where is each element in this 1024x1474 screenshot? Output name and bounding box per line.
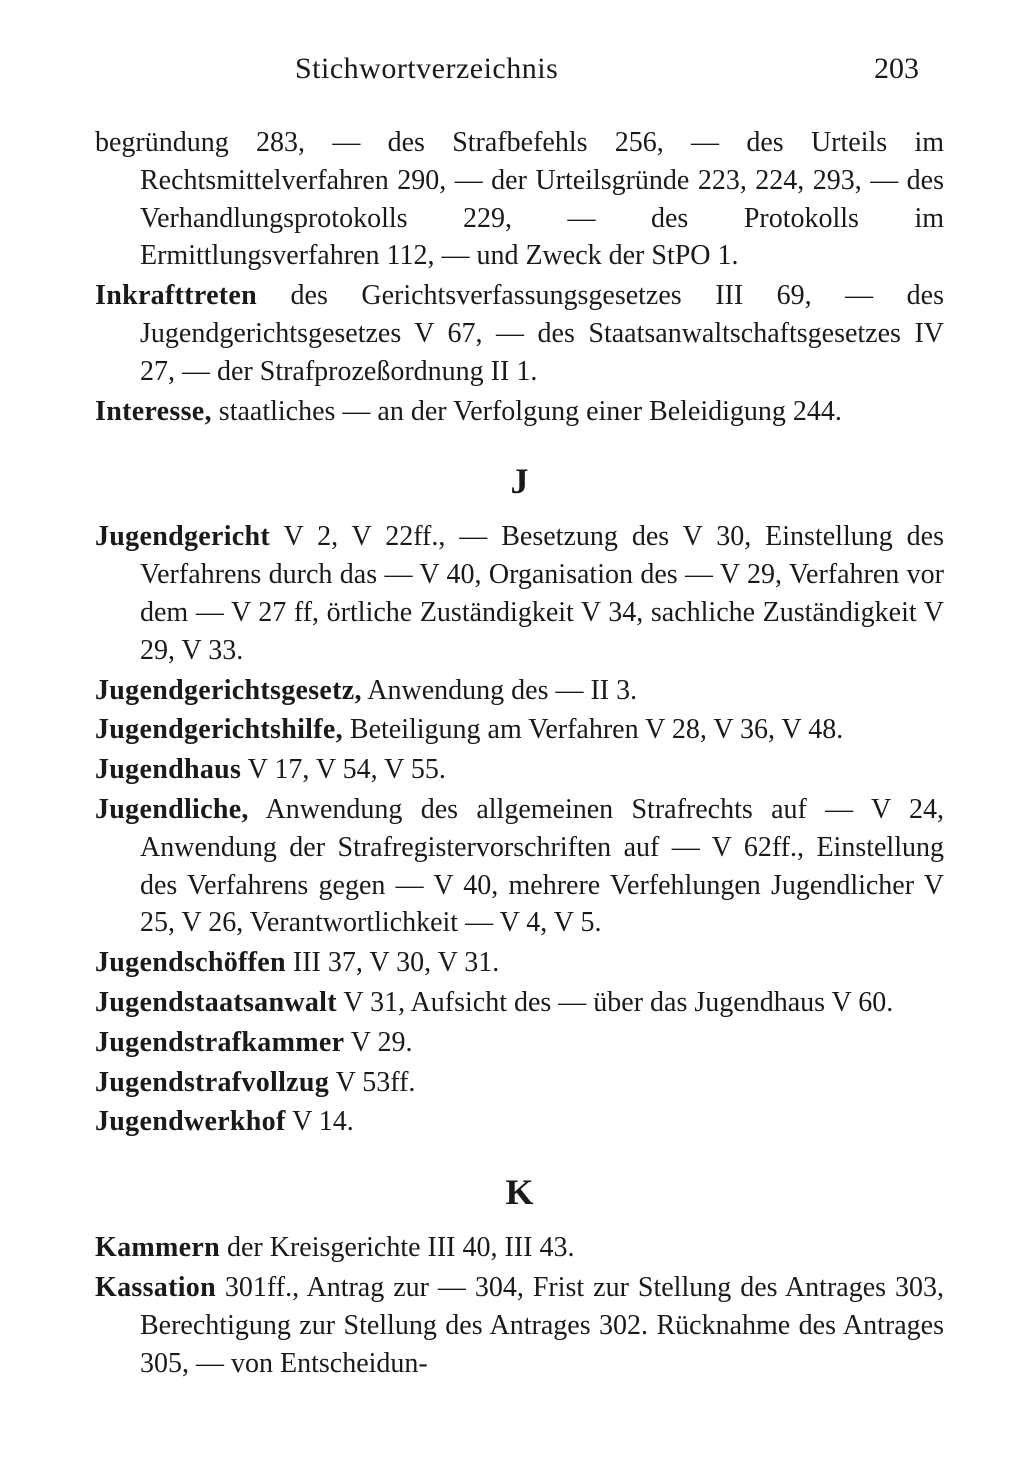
section-letter-j: J bbox=[95, 460, 944, 502]
index-entry: Kassation 301ff., Antrag zur — 304, Fris… bbox=[95, 1269, 944, 1382]
entries-section-i: Inkrafttreten des Gerichtsverfassungsges… bbox=[95, 277, 944, 430]
index-entry: Jugendschöffen III 37, V 30, V 31. bbox=[95, 944, 944, 982]
entries-section-j: Jugendgericht V 2, V 22ff., — Besetzung … bbox=[95, 518, 944, 1141]
entries-section-k: Kammern der Kreisgerichte III 40, III 43… bbox=[95, 1229, 944, 1382]
index-text: V 29. bbox=[344, 1027, 412, 1058]
header-title: Stichwortverzeichnis bbox=[295, 52, 558, 86]
index-text: V 14. bbox=[286, 1106, 354, 1137]
index-entry: Jugendgericht V 2, V 22ff., — Besetzung … bbox=[95, 518, 944, 669]
index-term: Jugendstaatsanwalt bbox=[95, 987, 337, 1018]
index-entry: Jugendstaatsanwalt V 31, Aufsicht des — … bbox=[95, 984, 944, 1022]
index-text: Anwendung des allgemeinen Strafrechts au… bbox=[140, 794, 944, 938]
index-entry: Jugendgerichtsgesetz, Anwendung des — II… bbox=[95, 672, 944, 710]
index-entry: Inkrafttreten des Gerichtsverfassungsges… bbox=[95, 277, 944, 390]
index-entry: Jugendstrafkammer V 29. bbox=[95, 1024, 944, 1062]
index-term: Jugendhaus bbox=[95, 754, 241, 785]
index-text: III 37, V 30, V 31. bbox=[286, 947, 499, 978]
index-term: Kammern bbox=[95, 1232, 220, 1263]
page-number: 203 bbox=[874, 52, 919, 86]
index-term: Interesse, bbox=[95, 396, 212, 427]
index-text: V 31, Aufsicht des — über das Jugendhaus… bbox=[337, 987, 893, 1018]
index-entry: Jugendgerichtshilfe, Beteiligung am Verf… bbox=[95, 711, 944, 749]
index-entry: Jugendliche, Anwendung des allgemeinen S… bbox=[95, 791, 944, 942]
index-term: Jugendstrafkammer bbox=[95, 1027, 344, 1058]
index-text: Beteiligung am Verfahren V 28, V 36, V 4… bbox=[343, 714, 843, 745]
section-letter-k: K bbox=[95, 1171, 944, 1213]
index-text: der Kreisgerichte III 40, III 43. bbox=[220, 1232, 575, 1263]
index-text: V 53ff. bbox=[329, 1067, 415, 1098]
index-text: 301ff., Antrag zur — 304, Frist zur Stel… bbox=[140, 1272, 944, 1379]
index-term: Jugendwerkhof bbox=[95, 1106, 286, 1137]
page-header: Stichwortverzeichnis 203 bbox=[95, 52, 944, 86]
index-entry: Kammern der Kreisgerichte III 40, III 43… bbox=[95, 1229, 944, 1267]
index-text: des Gerichtsverfassungsgesetzes III 69, … bbox=[140, 280, 944, 387]
index-text: staatliches — an der Verfolgung einer Be… bbox=[212, 396, 842, 427]
continuation-text: begründung 283, — des Strafbefehls 256, … bbox=[95, 127, 944, 271]
index-term: Kassation bbox=[95, 1272, 216, 1303]
index-term: Jugendgericht bbox=[95, 521, 270, 552]
index-text: V 17, V 54, V 55. bbox=[241, 754, 446, 785]
index-entry: Jugendwerkhof V 14. bbox=[95, 1103, 944, 1141]
index-term: Jugendgerichtshilfe, bbox=[95, 714, 343, 745]
index-term: Inkrafttreten bbox=[95, 280, 257, 311]
index-term: Jugendstrafvollzug bbox=[95, 1067, 329, 1098]
index-term: Jugendgerichtsgesetz, bbox=[95, 675, 362, 706]
index-term: Jugendliche, bbox=[95, 794, 249, 825]
index-entry: Jugendhaus V 17, V 54, V 55. bbox=[95, 751, 944, 789]
continuation-entry: begründung 283, — des Strafbefehls 256, … bbox=[95, 124, 944, 275]
index-entry: Jugendstrafvollzug V 53ff. bbox=[95, 1064, 944, 1102]
index-entry: Interesse, staatliches — an der Verfolgu… bbox=[95, 393, 944, 431]
index-text: Anwendung des — II 3. bbox=[362, 675, 637, 706]
index-term: Jugendschöffen bbox=[95, 947, 286, 978]
